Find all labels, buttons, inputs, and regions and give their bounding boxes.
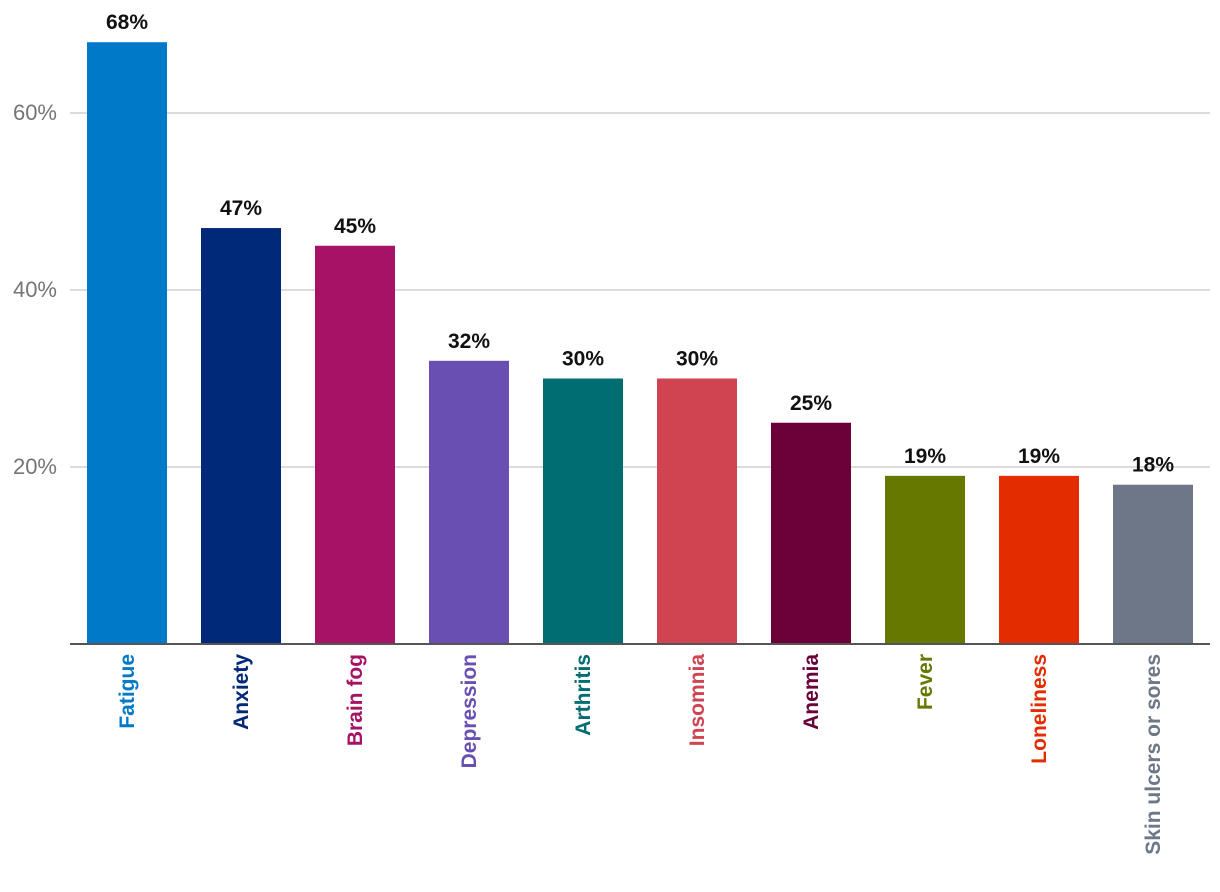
bar-anxiety — [201, 228, 281, 645]
category-label: Fatigue — [116, 654, 139, 729]
value-label: 25% — [790, 392, 832, 415]
category-label: Brain fog — [344, 654, 367, 746]
bar-anemia — [771, 422, 851, 644]
bar-arthritis — [543, 378, 623, 644]
category-label: Anemia — [800, 654, 823, 730]
category-label: Fever — [914, 654, 937, 710]
bar-depression — [429, 360, 509, 644]
value-label: 32% — [448, 330, 490, 353]
category-label: Skin ulcers or sores — [1142, 654, 1165, 855]
y-tick-label: 60% — [13, 100, 57, 125]
value-label: 18% — [1132, 454, 1174, 477]
category-label: Insomnia — [686, 654, 709, 747]
value-label: 30% — [676, 348, 718, 371]
bar-fatigue — [87, 42, 167, 644]
bar-fever — [885, 475, 965, 644]
category-label: Depression — [458, 654, 481, 768]
bar-loneliness — [999, 475, 1079, 644]
value-label: 19% — [1018, 445, 1060, 468]
bar-insomnia — [657, 378, 737, 644]
y-tick-label: 20% — [13, 454, 57, 479]
value-label: 47% — [220, 197, 262, 220]
category-label: Anxiety — [230, 654, 253, 730]
bar-skin-ulcers-or-sores — [1113, 484, 1193, 644]
bars — [87, 42, 1193, 645]
value-label: 45% — [334, 215, 376, 238]
labels: 20% 40% 60% 68% Fatigue 47% Anxiety 45% Brain fo… — [13, 11, 1174, 855]
value-label: 30% — [562, 348, 604, 371]
category-label: Arthritis — [572, 654, 595, 736]
category-label: Loneliness — [1028, 654, 1051, 764]
bar-brain-fog — [315, 245, 395, 644]
y-tick-label: 40% — [13, 277, 57, 302]
value-label: 68% — [106, 11, 148, 34]
value-label: 19% — [904, 445, 946, 468]
